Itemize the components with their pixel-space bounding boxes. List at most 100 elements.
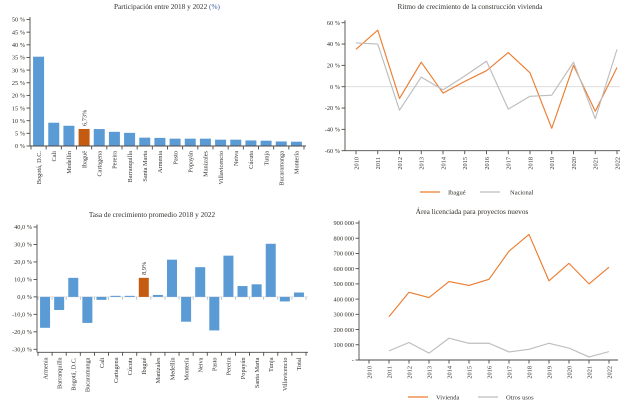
y-tick-label: 600 000 [334,266,354,273]
legend-label-Otros usos: Otros usos [506,394,534,401]
series-line-Vivienda [388,233,610,317]
x-year-label: 2016 [486,366,493,379]
bar-Cali [48,122,60,146]
y-tick-label: 25 % [12,80,26,87]
x-category-label: Cúcuta [248,151,255,169]
chart-ritmo-crecimiento: Ritmo de crecimiento de la construcción … [312,0,623,204]
y-tick-label: 300 000 [334,312,354,319]
x-year-label: 2012 [397,157,404,170]
bar-Cúcuta [124,295,135,297]
bar-Popayán [184,138,196,146]
y-tick-label: 20 % [12,93,26,100]
y-tick-label: 15 % [12,105,26,112]
x-category-label: Cartagena [113,357,120,383]
x-category-label: Pereira [112,151,119,169]
x-category-label: Barranquilla [56,357,63,389]
bar-Medellín [167,259,177,297]
x-category-label: Popayán [240,357,247,380]
y-tick-label: 20 % [327,63,341,70]
y-tick-label: -60 % [325,148,341,155]
y-tick-label: 400 000 [334,296,354,303]
x-category-label: Medellín [66,150,73,174]
x-category-label: Manizales [155,357,162,383]
bar-Cali [96,296,107,300]
x-year-label: 2010 [366,366,373,379]
y-tick-label: 5 % [15,131,26,138]
chart-tasa-canvas: Tasa de crecimiento promedio 2018 y 2022… [12,210,308,392]
bar-Tunja [260,140,272,146]
x-category-label: Cali [99,357,106,368]
x-category-label: Cartagena [97,151,104,177]
x-category-label: Bogotá, D.C. [71,357,78,391]
series-line-Ibagué [355,29,618,129]
bar-Armenia [154,137,166,146]
bar-Pereira [223,255,234,297]
bar-Pereira [108,131,120,146]
x-category-label: Popayán [188,150,195,173]
bar-Tunja [265,243,276,297]
legend-label-Vivienda: Vivienda [436,394,460,401]
chart-title: Ritmo de crecimiento de la construcción … [397,2,543,11]
series-line-Otros usos [388,337,610,358]
chart-title-part: Área licenciada para proyectos nuevos [416,206,529,216]
chart-title-part: Participación entre 2018 y 2022 [114,2,209,11]
x-category-label: Armenia [42,357,49,379]
x-year-label: 2020 [566,366,573,379]
bar-Manizales [199,138,211,146]
y-tick-label: 500 000 [334,281,354,288]
x-category-label: Montería [294,151,301,174]
y-tick-label: -40 % [325,127,341,134]
legend-label-Ibagué: Ibagué [448,189,466,196]
x-category-label: Tunja [263,151,270,166]
y-tick-label: 30,0 % [14,242,33,249]
bar-Cartagena [110,295,121,297]
chart-area-licenciada: Área licenciada para proyectos nuevos 201… [312,204,623,408]
bar-Bucaramanga [275,141,287,146]
x-year-label: 2022 [614,157,621,170]
y-tick-label: 35 % [12,55,26,62]
legend-label-Nacional: Nacional [510,189,534,196]
x-category-label: Total [296,357,303,370]
x-year-label: 2014 [440,156,447,169]
y-tick-label: 40 % [327,41,341,48]
bar-Popayán [237,286,248,297]
y-tick-label: 45 % [12,29,26,36]
chart-participacion: Participación entre 2018 y 2022 (%) 50 % 4… [0,0,311,204]
chart-title-part: Ritmo de crecimiento de la construcción … [397,2,543,11]
bar-Neiva [195,267,206,297]
chart-title-part: (%) [209,2,221,11]
x-category-label: Bogotá, D.C. [36,151,43,185]
bar-Villavicencio [215,139,227,146]
x-category-label: Medellín [169,357,176,381]
bar-Barranquilla [54,296,65,310]
bar-Cúcuta [245,140,257,146]
x-year-label: 2012 [406,366,413,379]
y-tick-label: 0 % [15,143,26,150]
x-year-label: 2019 [546,366,553,379]
x-category-label: Bucaramanga [279,151,286,186]
chart-title-part: Tasa de crecimiento promedio 2018 y 2022 [89,210,216,219]
x-year-label: 2013 [426,366,433,379]
y-tick-label: 10 % [12,118,26,125]
y-tick-label: -30,0 % [12,347,33,354]
x-category-label: Santa Marta [254,357,261,388]
bar-Ibagué [78,128,90,146]
x-category-label: Bucaramanga [85,357,92,392]
bar-Bucaramanga [82,296,93,323]
x-category-label: Pereira [226,357,233,375]
bar-Bogotá, D.C. [33,56,45,146]
x-year-label: 2021 [586,366,593,379]
bar-Barranquilla [124,132,136,146]
y-tick-label: 30 % [12,67,26,74]
y-tick-label: -20 % [325,105,341,112]
x-category-label: Villavicencio [282,358,289,392]
bar-Manizales [152,294,163,297]
x-year-label: 2014 [446,365,453,378]
x-category-label: Tunja [268,357,275,372]
bar-Pasto [209,296,220,331]
highlight-value-label: 6,73% [81,109,88,126]
chart-participacion-canvas: Participación entre 2018 y 2022 (%) 50 % 4… [12,2,306,186]
x-year-label: 2020 [571,157,578,170]
y-tick-label: 200 000 [334,327,354,334]
x-category-label: Neiva [198,357,205,372]
